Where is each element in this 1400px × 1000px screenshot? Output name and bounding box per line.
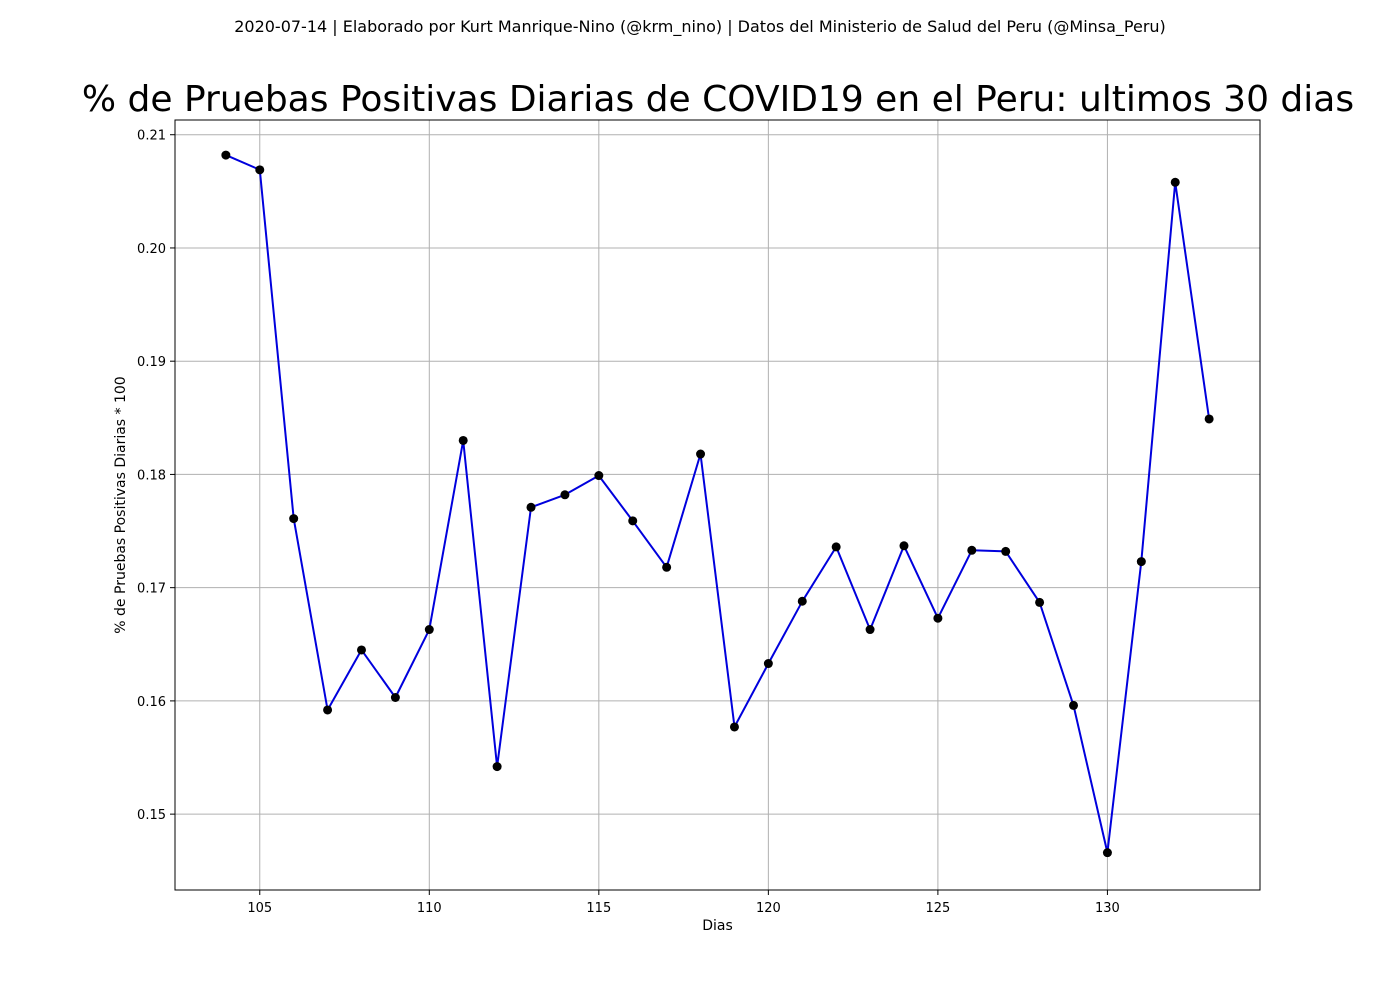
data-point (1170, 177, 1180, 187)
chart-title: % de Pruebas Positivas Diarias de COVID1… (81, 79, 1355, 120)
y-tick-label: 0.18 (137, 468, 166, 483)
x-tick-label: 115 (586, 901, 611, 916)
data-point (1136, 557, 1146, 567)
x-axis-ticks: 105 110 115 120 125 130 (247, 890, 1120, 916)
y-tick-label: 0.16 (137, 695, 166, 710)
data-point (492, 762, 502, 772)
x-tick-label: 105 (247, 901, 272, 916)
data-point (797, 596, 807, 606)
data-point (696, 449, 706, 459)
x-tick-label: 110 (417, 901, 442, 916)
y-axis-label: % de Pruebas Positivas Diarias * 100 (113, 376, 129, 633)
data-point (1204, 414, 1214, 424)
data-point (323, 705, 333, 715)
data-point (1069, 700, 1079, 710)
data-point (1035, 597, 1045, 607)
data-point (967, 545, 977, 555)
data-point (763, 659, 773, 669)
x-axis-label: Dias (702, 918, 733, 934)
data-point (899, 541, 909, 551)
data-point (729, 722, 739, 732)
x-tick-label: 120 (756, 901, 781, 916)
data-point (594, 471, 604, 481)
figure-suptitle: 2020-07-14 | Elaborado por Kurt Manrique… (234, 17, 1166, 36)
data-point (458, 435, 468, 445)
series-line-group (225, 154, 1211, 854)
y-tick-label: 0.20 (137, 242, 166, 257)
data-point (628, 516, 638, 526)
data-point (356, 645, 366, 655)
data-point (1001, 546, 1011, 556)
x-tick-label: 125 (925, 901, 950, 916)
data-point (424, 625, 434, 635)
data-point (526, 502, 536, 512)
y-tick-label: 0.17 (137, 582, 166, 597)
series-line (225, 154, 1211, 854)
y-tick-label: 0.21 (137, 129, 166, 144)
data-point (831, 542, 841, 552)
data-point (560, 490, 570, 500)
y-axis-ticks: 0.15 0.16 0.17 0.18 0.19 0.20 0.21 (137, 129, 175, 823)
data-point (390, 693, 400, 702)
y-tick-label: 0.19 (137, 355, 166, 370)
data-point (255, 165, 265, 175)
data-point (662, 562, 672, 572)
data-point (933, 613, 943, 623)
y-tick-label: 0.15 (137, 808, 166, 823)
plot-area-frame (174, 119, 1261, 891)
x-tick-label: 130 (1095, 901, 1120, 916)
data-point (289, 514, 299, 524)
data-point (865, 625, 875, 635)
data-points (221, 150, 1214, 858)
data-point (221, 150, 231, 160)
grid-lines (175, 120, 1260, 890)
data-point (1102, 848, 1112, 858)
